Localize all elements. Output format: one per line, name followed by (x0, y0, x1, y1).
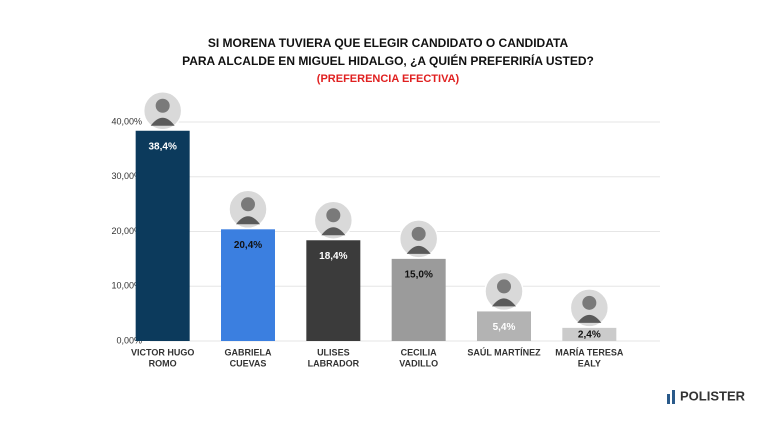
x-tick-label: VADILLO (399, 358, 438, 368)
y-tick-label: 10,00% (111, 281, 142, 291)
x-tick-label: CUEVAS (230, 358, 267, 368)
avatar-body (492, 298, 516, 307)
value-label: 20,4% (234, 240, 262, 251)
avatar-head (241, 197, 255, 212)
value-label: 15,0% (404, 270, 432, 281)
avatar-head (326, 208, 341, 223)
avatar-body (406, 245, 431, 254)
bar (306, 240, 361, 341)
x-tick-label: EALY (578, 358, 601, 368)
avatar-head (155, 98, 170, 113)
chart-title: PARA ALCALDE EN MIGUEL HIDALGO, ¿A QUIÉN… (182, 53, 594, 68)
value-label: 5,4% (493, 322, 516, 333)
logo-icon (672, 390, 675, 404)
avatar-head (582, 295, 597, 310)
x-tick-label: CECILIA (401, 347, 438, 357)
value-label: 2,4% (578, 330, 601, 341)
logo: POLISTER (667, 388, 746, 404)
avatar-body (321, 227, 346, 236)
value-label: 18,4% (319, 251, 347, 262)
avatar-head (411, 226, 426, 241)
avatar-head (497, 279, 511, 294)
logo-text: POLISTER (680, 388, 746, 403)
avatar-body (577, 314, 602, 323)
x-tick-label: VICTOR HUGO (131, 347, 194, 357)
x-tick-label: ROMO (149, 358, 177, 368)
x-tick-label: LABRADOR (308, 358, 360, 368)
bar (391, 258, 446, 341)
x-tick-label: MARÍA TERESA (555, 347, 624, 357)
y-tick-label: 20,00% (111, 226, 142, 236)
avatar-body (236, 216, 260, 225)
chart-title: SI MORENA TUVIERA QUE ELEGIR CANDIDATO O… (208, 36, 569, 50)
value-label: 38,4% (148, 141, 176, 152)
x-tick-label: SAÚL MARTÍNEZ (467, 346, 541, 357)
bar (562, 327, 617, 341)
x-tick-label: ULISES (317, 347, 350, 357)
avatar-body (150, 117, 175, 126)
x-tick-label: GABRIELA (225, 347, 273, 357)
bar (221, 229, 275, 341)
y-tick-label: 40,00% (111, 116, 142, 126)
logo-icon (667, 394, 670, 404)
bar (135, 130, 190, 341)
y-tick-label: 30,00% (111, 171, 142, 181)
y-tick-label: 0,00% (116, 335, 142, 345)
bar (477, 311, 531, 341)
chart-subtitle: (PREFERENCIA EFECTIVA) (317, 73, 460, 85)
